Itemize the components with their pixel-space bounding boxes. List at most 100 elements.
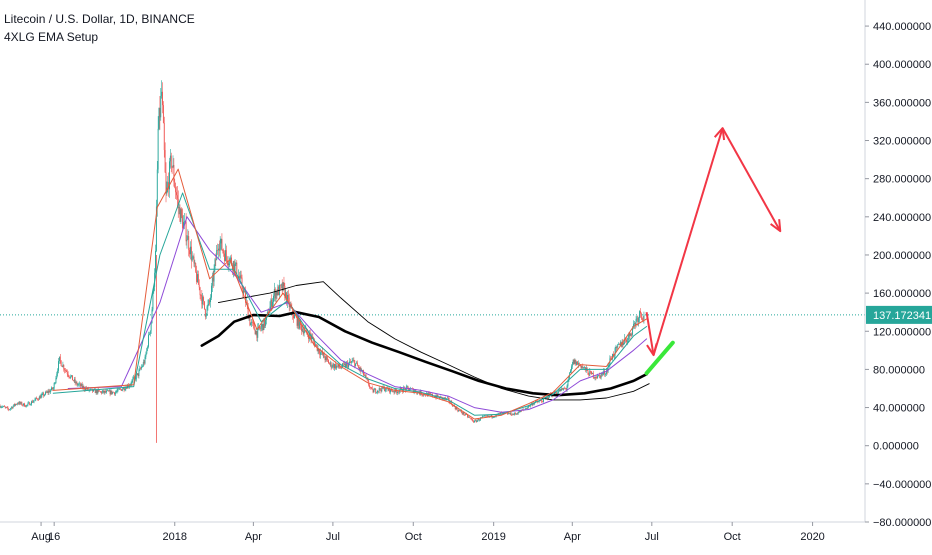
candle-body	[492, 417, 493, 418]
candle	[336, 364, 337, 370]
candle	[511, 412, 512, 416]
candle-body	[223, 251, 224, 253]
candle	[485, 416, 486, 417]
candle	[7, 406, 8, 408]
candle	[214, 258, 215, 272]
candle	[220, 236, 221, 258]
candle-body	[131, 381, 132, 384]
candle-body	[159, 108, 160, 117]
candle-body	[50, 390, 51, 392]
candle-body	[22, 405, 23, 406]
candle	[124, 385, 125, 392]
candle	[301, 324, 302, 335]
candle	[173, 155, 174, 168]
candle-body	[21, 402, 22, 405]
candle	[76, 380, 77, 384]
candle-body	[184, 221, 185, 222]
candle-body	[636, 319, 637, 325]
candle-body	[460, 411, 461, 412]
candle	[372, 385, 373, 389]
candle	[623, 342, 624, 345]
candle	[69, 377, 70, 379]
candle	[275, 287, 276, 301]
candle-body	[37, 399, 38, 400]
candle-body	[11, 407, 12, 408]
candle-body	[602, 373, 603, 374]
candle-body	[104, 391, 105, 393]
candle	[209, 298, 210, 306]
candle-body	[263, 324, 264, 330]
candle-body	[59, 357, 60, 362]
candle-body	[17, 403, 18, 404]
candle	[166, 162, 167, 202]
symbol-title[interactable]: Litecoin / U.S. Dollar, 1D, BINANCE	[4, 10, 195, 28]
candle-body	[117, 391, 118, 392]
candle	[396, 389, 397, 395]
indicator-name[interactable]: 4XLG EMA Setup	[4, 28, 195, 46]
candle	[353, 357, 354, 362]
candle-body	[349, 362, 350, 364]
candle-body	[148, 335, 149, 347]
candle-body	[114, 392, 115, 394]
candle	[12, 407, 13, 409]
candle-body	[102, 392, 103, 394]
candle	[159, 96, 160, 130]
candle	[374, 388, 375, 393]
candle-body	[470, 417, 471, 418]
candle	[5, 406, 6, 409]
candle-body	[221, 239, 222, 243]
candle	[575, 360, 576, 366]
candle-body	[108, 390, 109, 391]
candle-body	[514, 413, 515, 414]
candle-body	[294, 314, 295, 318]
candle-body	[91, 389, 92, 390]
candle-body	[57, 371, 58, 374]
candle	[13, 405, 14, 408]
candle	[31, 400, 32, 405]
candle-body	[256, 331, 257, 338]
candle-body	[343, 364, 344, 365]
candle	[235, 262, 236, 266]
candle	[512, 413, 513, 415]
candle	[69, 375, 70, 379]
candle	[167, 176, 168, 192]
candle	[195, 262, 196, 273]
candle-body	[33, 402, 34, 403]
candle	[526, 408, 527, 409]
candle	[358, 365, 359, 368]
candle-body	[157, 169, 158, 206]
candle	[104, 391, 105, 395]
candle	[162, 82, 163, 113]
candle	[470, 417, 471, 418]
candle-body	[276, 292, 277, 299]
candle	[194, 253, 195, 267]
candle-body	[31, 401, 32, 404]
candle	[519, 411, 520, 413]
candle-body	[8, 409, 9, 410]
candle	[150, 330, 151, 336]
candle-body	[215, 259, 216, 260]
candle-body	[142, 366, 143, 367]
candle	[7, 406, 8, 410]
candle-body	[222, 250, 223, 251]
candle	[385, 388, 386, 392]
candle-body	[429, 393, 430, 394]
candle	[38, 398, 39, 401]
candle-body	[605, 374, 606, 375]
candle-body	[512, 415, 513, 416]
candle	[189, 248, 190, 258]
candle	[21, 402, 22, 405]
candle-body	[200, 287, 201, 295]
candle	[562, 388, 563, 390]
candle	[198, 271, 199, 285]
candle-body	[574, 360, 575, 364]
candle-body	[326, 356, 327, 358]
candle-body	[408, 386, 409, 387]
candle-body	[207, 304, 208, 307]
candle-body	[213, 278, 214, 282]
candle	[95, 388, 96, 393]
candle-body	[151, 323, 152, 331]
candle-body	[483, 416, 484, 417]
